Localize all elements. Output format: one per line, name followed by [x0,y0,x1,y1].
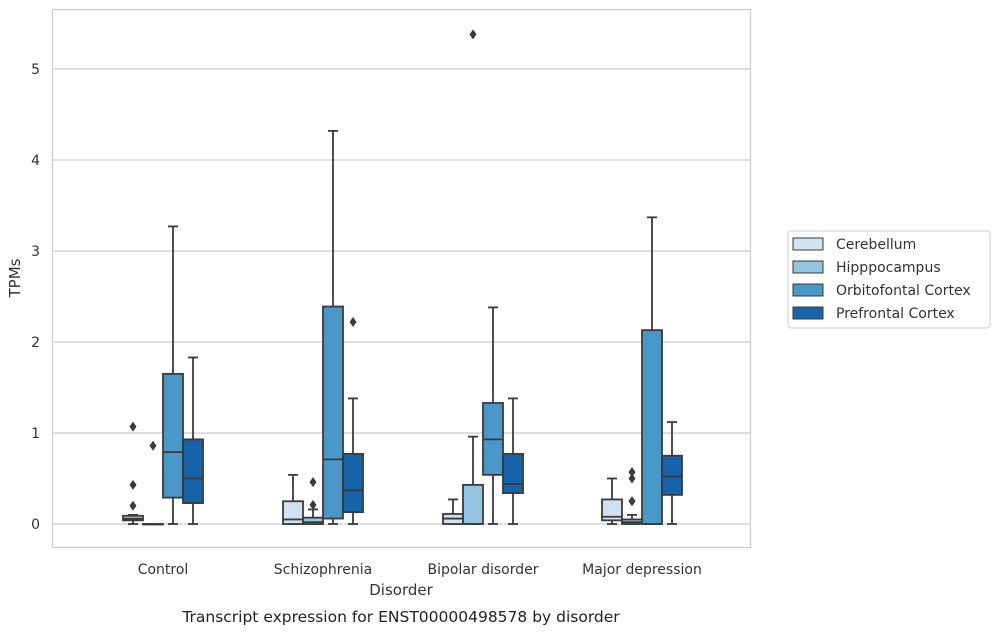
box-iqr [282,500,304,525]
legend-label: Prefrontal Cortex [836,306,955,322]
box-iqr [322,305,344,520]
outlier-point [149,440,157,451]
legend-swatch [792,306,824,320]
outlier-point [628,467,636,478]
box-hipppocampus [621,467,643,525]
box-orbitofontal-cortex [162,225,184,525]
y-axis-ticks: 0 1 2 3 4 5 [31,62,40,533]
y-tick-label: 2 [31,335,40,351]
legend-swatch [792,237,824,251]
outlier-point [349,316,357,327]
legend-frame [787,230,991,329]
box-hipppocampus [302,477,324,525]
box-cerebellum [122,421,144,525]
box-prefrontal-cortex [182,356,204,525]
box-prefrontal-cortex [342,316,364,525]
outlier-point [628,496,636,507]
x-tick-label: Bipolar disorder [427,562,538,578]
legend-label: Hipppocampus [836,260,941,276]
box-orbitofontal-cortex [482,306,504,525]
box-orbitofontal-cortex [641,216,663,525]
box-iqr [182,438,204,504]
x-axis-label: Disorder [369,581,433,599]
box-iqr [641,329,663,525]
box-iqr [302,516,324,525]
box-hipppocampus [462,29,484,525]
x-tick-label: Major depression [582,562,702,578]
legend-swatch [792,283,824,297]
box-hipppocampus [142,440,164,526]
outlier-point [309,499,317,510]
y-axis-label: TPMs [6,258,24,298]
box-orbitofontal-cortex [322,129,344,525]
outlier-point [129,421,137,432]
y-tick-label: 5 [31,62,40,78]
x-tick-label: Control [138,562,189,578]
legend-label: Cerebellum [836,237,916,253]
box-cerebellum [282,473,304,525]
x-tick-label: Schizophrenia [274,562,372,578]
outlier-point [129,500,137,511]
box-prefrontal-cortex [502,397,524,525]
y-tick-label: 3 [31,244,40,260]
box-iqr [342,453,364,514]
outlier-point [309,477,317,488]
outlier-point [469,29,477,40]
box-prefrontal-cortex [661,421,683,525]
box-cerebellum [601,477,623,525]
box-iqr [502,453,524,494]
x-axis-ticks: Control Schizophrenia Bipolar disorder Majo… [138,562,702,578]
y-tick-label: 1 [31,426,40,442]
box-iqr [462,483,484,525]
y-tick-label: 0 [31,517,40,533]
plot-frame [51,8,752,549]
outlier-point [129,479,137,490]
legend-label: Orbitofontal Cortex [836,283,971,299]
box-iqr [661,454,683,496]
box-iqr [601,498,623,522]
outlier-point [628,473,636,484]
box-plot-marks [122,29,683,526]
figure-caption: Transcript expression for ENST0000049857… [181,608,620,626]
y-tick-label: 4 [31,153,40,169]
legend-swatch [792,260,824,274]
box-cerebellum [442,498,464,525]
legend: Cerebellum Hipppocampus Orbitofontal Corte… [787,230,991,329]
box-iqr [162,372,184,499]
